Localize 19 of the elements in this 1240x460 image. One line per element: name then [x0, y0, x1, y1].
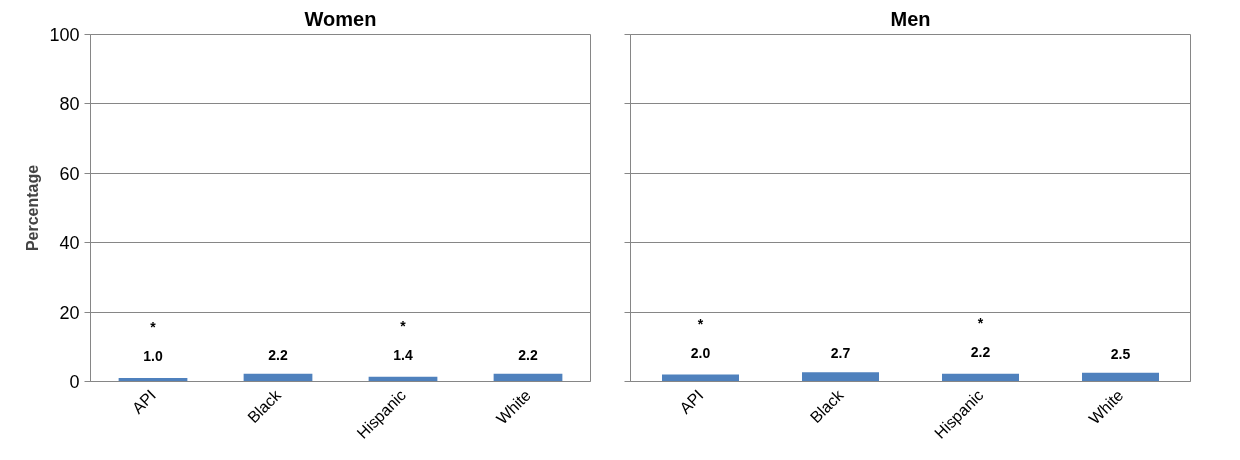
y-axis-title: Percentage — [24, 164, 42, 252]
y-tick-label: 40 — [59, 233, 80, 254]
y-tick-label: 0 — [69, 372, 80, 392]
data-label: 2.5 — [1110, 345, 1131, 362]
y-tick-label: 20 — [59, 302, 80, 323]
data-label: * 2.2 — [970, 315, 991, 360]
y-tick-label: 100 — [49, 25, 80, 45]
y-tick-label: 80 — [59, 94, 80, 115]
data-label: 2.7 — [830, 345, 851, 362]
chart-title: Women — [304, 7, 377, 30]
chart-title: Men — [890, 7, 931, 30]
y-tick-label: 60 — [59, 163, 80, 184]
data-label: * 1.4 — [393, 317, 413, 363]
data-label: * 2.0 — [690, 315, 711, 361]
data-label: 2.2 — [518, 346, 538, 363]
data-label: * 1.0 — [143, 319, 163, 365]
data-label: 2.2 — [268, 346, 288, 363]
x-tick-label: API — [676, 386, 707, 417]
x-tick-label: API — [128, 386, 160, 417]
